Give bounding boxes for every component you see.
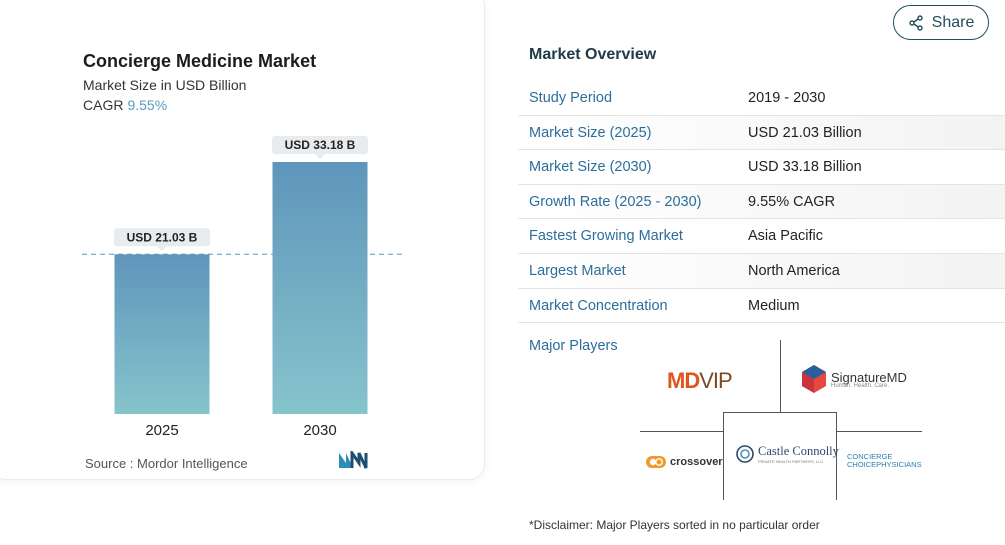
- data-label: USD 33.18 B: [285, 138, 356, 152]
- ccp-line1: CONCIERGE: [847, 452, 893, 461]
- grid-divider: [836, 431, 922, 432]
- overview-label[interactable]: Market Concentration: [529, 297, 668, 314]
- overview-value: USD 21.03 Billion: [748, 124, 862, 141]
- disclaimer: *Disclaimer: Major Players sorted in no …: [529, 518, 820, 532]
- chart-title: Concierge Medicine Market: [83, 51, 317, 71]
- data-label: USD 21.03 B: [127, 230, 198, 244]
- overview-label[interactable]: Market Size (2030): [529, 159, 652, 176]
- chart-card: [0, 0, 485, 480]
- overview-label[interactable]: Fastest Growing Market: [529, 228, 683, 245]
- concierge-choice-physicians-logo: CONCIERGE CHOICEPHYSICIANS: [847, 453, 922, 469]
- x-tick-label: 2030: [303, 422, 336, 439]
- overview-table: Study Period 2019 - 2030 Market Size (20…: [518, 81, 1005, 324]
- overview-row: Largest Market North America: [518, 253, 1005, 289]
- grid-divider: [780, 340, 781, 412]
- castle-connolly-name: Castle Connolly: [758, 444, 839, 458]
- signaturemd-name: SignatureMD: [831, 369, 907, 385]
- ccp-line2: CHOICEPHYSICIANS: [847, 460, 922, 469]
- mordor-logo-icon: [338, 448, 368, 474]
- major-players-label[interactable]: Major Players: [529, 338, 618, 354]
- grid-divider: [640, 431, 723, 432]
- overview-label[interactable]: Study Period: [529, 90, 613, 106]
- overview-title: Market Overview: [529, 46, 657, 63]
- overview-row: Market Concentration Medium: [518, 289, 1005, 324]
- mdvip-logo: MD VIP: [667, 368, 733, 394]
- overview-value: USD 33.18 Billion: [748, 159, 862, 176]
- grid-divider: [836, 412, 837, 500]
- data-label-pointer: [315, 154, 325, 159]
- signaturemd-logo: SignatureMD Human. Health. Care.: [801, 364, 907, 394]
- cagr-label: CAGR: [83, 97, 124, 113]
- bar-chart: USD 21.03 B 2025 USD 33.18 B 2030: [82, 136, 402, 439]
- overview-row: Fastest Growing Market Asia Pacific: [518, 219, 1005, 254]
- castle-connolly-logo: Castle Connolly PRIVATE HEALTH PARTNERS,…: [736, 444, 839, 464]
- bar-2030[interactable]: [272, 162, 368, 414]
- chart-subtitle: Market Size in USD Billion: [83, 77, 247, 93]
- castle-connolly-emblem-icon: [736, 445, 754, 463]
- mdvip-logo-md: MD: [667, 368, 700, 393]
- overview-value: 9.55% CAGR: [748, 193, 836, 210]
- x-tick-label: 2025: [145, 422, 178, 439]
- data-label-bg: [272, 136, 368, 154]
- crossover-logo: crossover: [646, 455, 723, 469]
- cagr-value: 9.55%: [127, 97, 168, 113]
- crossover-name: crossover: [670, 456, 723, 468]
- overview-value: Medium: [748, 297, 800, 314]
- overview-row: Study Period 2019 - 2030: [518, 81, 1005, 116]
- chart-source: Source : Mordor Intelligence: [85, 456, 248, 471]
- cagr-line: CAGR 9.55%: [83, 97, 167, 113]
- grid-divider: [723, 412, 724, 500]
- overview-label[interactable]: Growth Rate (2025 - 2030): [529, 193, 702, 210]
- overview-row: Growth Rate (2025 - 2030) 9.55% CAGR: [518, 184, 1005, 220]
- overview-value: Asia Pacific: [748, 228, 823, 245]
- overview-value: 2019 - 2030: [748, 90, 826, 106]
- signaturemd-emblem-icon: [802, 365, 826, 393]
- players-grid: [640, 340, 922, 500]
- data-label-bg: [114, 228, 210, 247]
- bar-2025[interactable]: [114, 254, 210, 414]
- overview-row: Market Size (2030) USD 33.18 Billion: [518, 150, 1005, 185]
- overview-label[interactable]: Largest Market: [529, 262, 626, 279]
- crossover-icon: [646, 456, 666, 468]
- mdvip-logo-vip: VIP: [699, 368, 732, 393]
- share-button[interactable]: Share: [893, 5, 989, 40]
- castle-connolly-tagline: PRIVATE HEALTH PARTNERS, LLC: [758, 459, 824, 464]
- data-label-pointer: [157, 246, 167, 252]
- grid-divider: [723, 412, 837, 413]
- overview-row: Market Size (2025) USD 21.03 Billion: [518, 115, 1005, 151]
- overview-label[interactable]: Market Size (2025): [529, 124, 652, 141]
- overview-value: North America: [748, 262, 840, 279]
- signaturemd-tagline: Human. Health. Care.: [831, 382, 890, 389]
- share-label: Share: [931, 13, 975, 31]
- share-icon: [908, 14, 923, 31]
